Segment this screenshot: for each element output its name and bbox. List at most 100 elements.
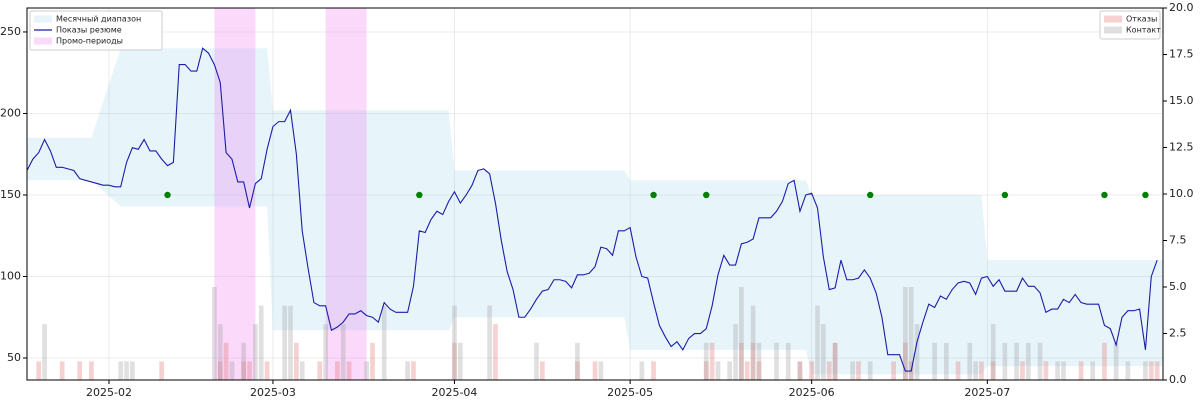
bar bbox=[727, 361, 733, 380]
y-tick-label: 100 bbox=[0, 269, 21, 282]
bar bbox=[973, 361, 978, 380]
bar bbox=[867, 361, 873, 380]
bar bbox=[979, 361, 984, 380]
legend-label: Показы резюме bbox=[56, 26, 122, 35]
bar bbox=[381, 305, 387, 380]
bar bbox=[744, 361, 750, 380]
marker bbox=[164, 191, 171, 199]
bar bbox=[253, 324, 258, 380]
legend-swatch bbox=[34, 37, 52, 45]
bar bbox=[797, 361, 803, 380]
bar bbox=[815, 305, 820, 380]
bar bbox=[1020, 361, 1025, 380]
legend-swatch bbox=[1104, 26, 1122, 34]
bar bbox=[943, 342, 949, 380]
bar bbox=[89, 361, 94, 380]
bar bbox=[42, 324, 47, 380]
legend-swatch bbox=[1104, 15, 1122, 23]
y2-tick-label: 15.0 bbox=[1169, 94, 1194, 107]
bar bbox=[1037, 342, 1043, 380]
bar bbox=[1102, 342, 1107, 380]
bar bbox=[1055, 361, 1060, 380]
bar bbox=[317, 361, 323, 380]
bar bbox=[774, 342, 779, 380]
bar bbox=[241, 361, 247, 380]
bar bbox=[405, 361, 410, 380]
bar bbox=[1154, 361, 1160, 380]
bar bbox=[299, 361, 305, 380]
bar bbox=[750, 305, 756, 380]
bar bbox=[592, 361, 598, 380]
bar bbox=[241, 342, 247, 380]
bar bbox=[452, 342, 457, 380]
marker bbox=[416, 191, 423, 199]
bar bbox=[797, 361, 803, 380]
bar bbox=[1025, 342, 1031, 380]
bar bbox=[598, 361, 604, 380]
bar bbox=[903, 342, 908, 380]
bar bbox=[826, 361, 832, 380]
bar bbox=[832, 342, 838, 380]
bar bbox=[124, 361, 129, 380]
bar bbox=[36, 361, 42, 380]
bar bbox=[990, 361, 996, 380]
bar bbox=[346, 361, 352, 380]
marker bbox=[650, 191, 657, 199]
legend-label: Контакт bbox=[1126, 26, 1161, 35]
bar bbox=[891, 361, 896, 380]
x-tick-label: 2025-02 bbox=[86, 386, 132, 399]
bar bbox=[739, 287, 744, 380]
y-tick-label: 200 bbox=[0, 106, 21, 119]
marker bbox=[1101, 191, 1108, 199]
bar bbox=[908, 287, 914, 380]
bar bbox=[1061, 361, 1066, 380]
bar bbox=[217, 324, 223, 380]
bar bbox=[59, 361, 65, 380]
bar bbox=[856, 361, 861, 380]
bar bbox=[785, 342, 791, 380]
y2-tick-label: 0.0 bbox=[1169, 373, 1187, 386]
marker bbox=[867, 191, 874, 199]
legend-label: Отказы bbox=[1126, 15, 1157, 24]
y2-tick-label: 17.5 bbox=[1169, 48, 1194, 61]
bar bbox=[493, 324, 498, 380]
bar bbox=[323, 324, 328, 380]
bar bbox=[1002, 342, 1008, 380]
bar bbox=[1143, 361, 1148, 380]
bar bbox=[914, 324, 920, 380]
legend-swatch bbox=[34, 15, 52, 23]
bar bbox=[955, 361, 961, 380]
marker bbox=[1001, 191, 1009, 199]
bar bbox=[639, 361, 645, 380]
bar bbox=[733, 324, 738, 380]
y-tick-label: 150 bbox=[0, 188, 21, 201]
bar bbox=[756, 361, 762, 380]
bar bbox=[850, 361, 855, 380]
y2-tick-label: 5.0 bbox=[1169, 280, 1187, 293]
promo-span bbox=[325, 8, 367, 380]
bar bbox=[452, 305, 457, 380]
bar bbox=[411, 361, 416, 380]
x-tick-label: 2025-05 bbox=[607, 386, 653, 399]
legend-label: Месячный диапазон bbox=[56, 15, 141, 24]
bar bbox=[709, 342, 715, 380]
bar bbox=[932, 342, 937, 380]
y2-tick-label: 20.0 bbox=[1169, 1, 1194, 14]
legend-label: Промо-периоды bbox=[56, 37, 123, 46]
bar bbox=[264, 361, 270, 380]
y-tick-label: 250 bbox=[0, 25, 21, 38]
bar bbox=[288, 305, 293, 380]
bar bbox=[1125, 361, 1131, 380]
y2-tick-label: 10.0 bbox=[1169, 187, 1194, 200]
y2-tick-label: 2.5 bbox=[1169, 327, 1187, 340]
range-band bbox=[27, 48, 1163, 375]
y2-tick-label: 7.5 bbox=[1169, 234, 1187, 247]
bar bbox=[1078, 361, 1084, 380]
bar bbox=[294, 342, 299, 380]
bar bbox=[223, 342, 229, 380]
bar bbox=[229, 361, 235, 380]
bar bbox=[370, 342, 375, 380]
bar bbox=[77, 361, 83, 380]
bar bbox=[217, 361, 223, 380]
bar bbox=[258, 305, 264, 380]
